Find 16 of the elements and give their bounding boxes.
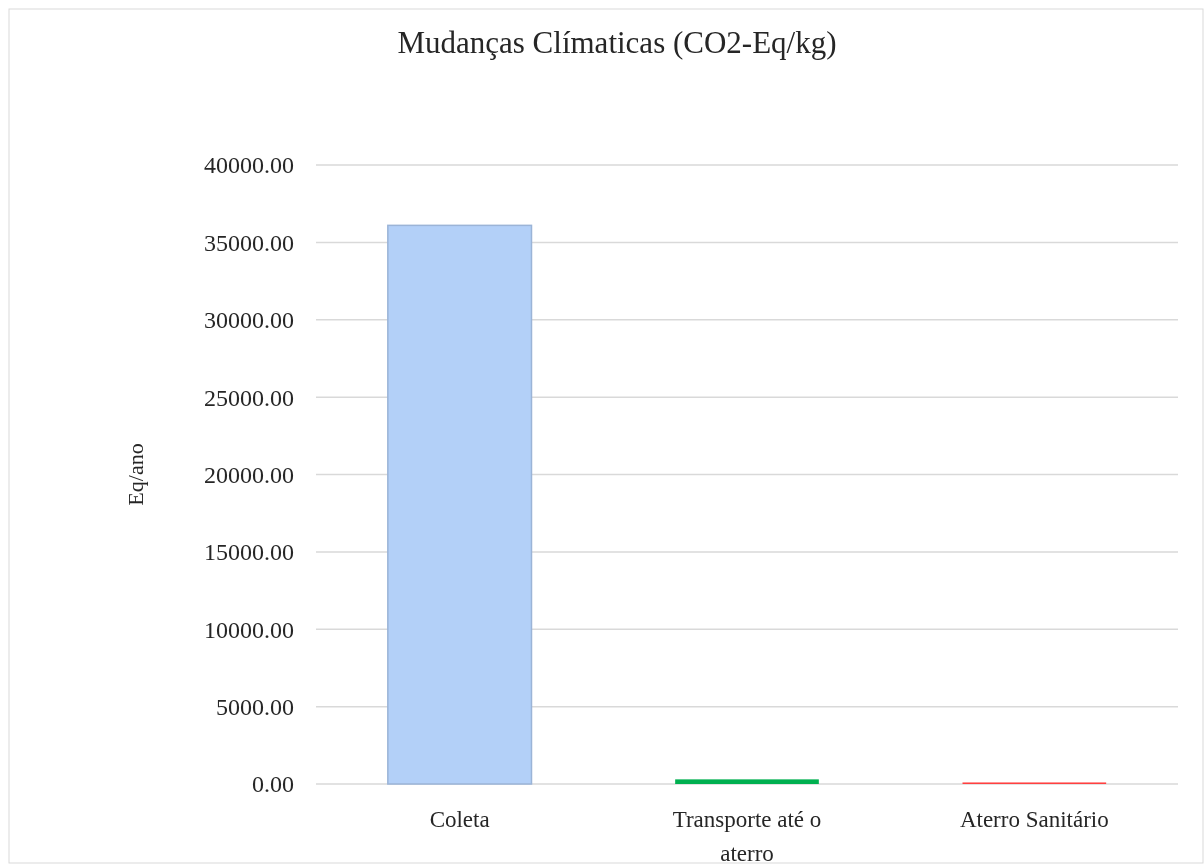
y-tick-label: 0.00 xyxy=(252,771,294,798)
bar xyxy=(387,224,533,785)
y-axis-title: Eq/ano xyxy=(123,443,148,506)
y-tick-label: 15000.00 xyxy=(204,539,294,566)
y-tick-label: 5000.00 xyxy=(216,694,294,721)
x-tick-label: Coleta xyxy=(429,807,490,832)
y-tick-label: 35000.00 xyxy=(204,229,294,256)
y-tick-label: 40000.00 xyxy=(204,152,294,179)
y-tick-label: 10000.00 xyxy=(204,616,294,643)
y-tick-label: 25000.00 xyxy=(204,384,294,411)
bar xyxy=(675,779,819,784)
x-tick-label: Transporte até o aterro xyxy=(672,807,822,864)
y-tick-label: 20000.00 xyxy=(204,461,294,488)
x-tick-label: Aterro Sanitário xyxy=(959,807,1109,832)
chart-title: Mudanças Clímaticas (CO2-Eq/kg) xyxy=(397,25,837,60)
y-tick-label: 30000.00 xyxy=(204,307,294,334)
